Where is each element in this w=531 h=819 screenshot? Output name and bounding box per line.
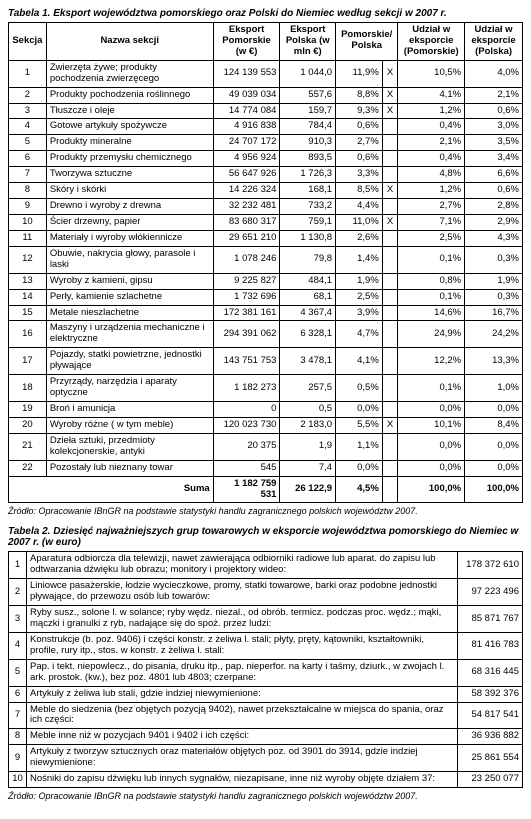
- t1-h0: Sekcja: [9, 23, 47, 61]
- table-row: 5Produkty mineralne24 707 172910,32,7%2,…: [9, 135, 523, 151]
- table-row: 9Drewno i wyroby z drewna32 232 481733,2…: [9, 199, 523, 215]
- table-row: 7Meble do siedzenia (bez objętych pozycj…: [9, 702, 523, 729]
- table2-caption: Tabela 2. Dziesięć najważniejszych grup …: [8, 526, 523, 548]
- table-row: 5Pap. i tekt. niepowlecz., do pisania, d…: [9, 659, 523, 686]
- table-row: 8Skóry i skórki14 226 324168,18,5%X1,2%0…: [9, 183, 523, 199]
- table-row: 22Pozostały lub nieznany towar5457,40,0%…: [9, 460, 523, 476]
- table-row: 2Produkty pochodzenia roślinnego49 039 0…: [9, 87, 523, 103]
- table-row: 10Ścier drzewny, papier83 680 317759,111…: [9, 214, 523, 230]
- table-row: 4Gotowe artykuły spożywcze4 916 838784,4…: [9, 119, 523, 135]
- t1-h3: Eksport Polska (w mln €): [280, 23, 336, 61]
- table-row: 6Produkty przemysłu chemicznego4 956 924…: [9, 151, 523, 167]
- table-row: 18Przyrządy, narzędzia i aparaty optyczn…: [9, 375, 523, 402]
- table-row: 15Metale nieszlachetne172 381 1614 367,4…: [9, 305, 523, 321]
- table-row: 16Maszyny i urządzenia mechaniczne i ele…: [9, 321, 523, 348]
- table-row: 21Dzieła sztuki, przedmioty kolekcjoners…: [9, 433, 523, 460]
- table2-source: Źródło: Opracowanie IBnGR na podstawie s…: [8, 791, 523, 801]
- t1-h6: Udział w eksporcie (Polska): [465, 23, 523, 61]
- t1-h2: Eksport Pomorskie (w €): [213, 23, 280, 61]
- table-row: 17Pojazdy, statki powietrzne, jednostki …: [9, 348, 523, 375]
- table-row: 3Tłuszcze i oleje14 774 084159,79,3%X1,2…: [9, 103, 523, 119]
- t1-h1: Nazwa sekcji: [46, 23, 213, 61]
- table1-source: Źródło: Opracowanie IBnGR na podstawie s…: [8, 506, 523, 516]
- table-row: 8Meble inne niż w pozycjach 9401 i 9402 …: [9, 729, 523, 745]
- table-row: 13Wyroby z kamieni, gipsu9 225 827484,11…: [9, 273, 523, 289]
- table-row: 9Artykuły z tworzyw sztucznych oraz mate…: [9, 745, 523, 772]
- table-row: 1Aparatura odbiorcza dla telewizji, nawe…: [9, 552, 523, 579]
- table1-sum-row: Suma1 182 759 53126 122,94,5%100,0%100,0…: [9, 476, 523, 503]
- table-row: 10Nośniki do zapisu dźwięku lub innych s…: [9, 772, 523, 788]
- table-row: 2Liniowce pasażerskie, łodzie wycieczkow…: [9, 579, 523, 606]
- table-row: 3Ryby susz., solone l. w solance; ryby w…: [9, 606, 523, 633]
- table-row: 12Obuwie, nakrycia głowy, parasole i las…: [9, 246, 523, 273]
- t1-h5: Udział w eksporcie (Pomorskie): [398, 23, 465, 61]
- table-row: 14Perły, kamienie szlachetne1 732 69668,…: [9, 289, 523, 305]
- table-row: 11Materiały i wyroby włókiennicze29 651 …: [9, 230, 523, 246]
- table-row: 4Konstrukcje (b. poz. 9406) i części kon…: [9, 632, 523, 659]
- table-row: 1Zwierzęta żywe; produkty pochodzenia zw…: [9, 60, 523, 87]
- table-row: 7Tworzywa sztuczne56 647 9261 726,33,3%4…: [9, 167, 523, 183]
- table-row: 19Broń i amunicja00,50,0%0,0%0,0%: [9, 401, 523, 417]
- table1: Sekcja Nazwa sekcji Eksport Pomorskie (w…: [8, 22, 523, 503]
- table-row: 6Artykuły z żeliwa lub stali, gdzie indz…: [9, 686, 523, 702]
- table1-caption: Tabela 1. Eksport województwa pomorskieg…: [8, 8, 523, 19]
- table-row: 20Wyroby różne ( w tym meble)120 023 730…: [9, 417, 523, 433]
- t1-h4: Pomorskie/ Polska: [336, 23, 398, 61]
- table2: 1Aparatura odbiorcza dla telewizji, nawe…: [8, 551, 523, 788]
